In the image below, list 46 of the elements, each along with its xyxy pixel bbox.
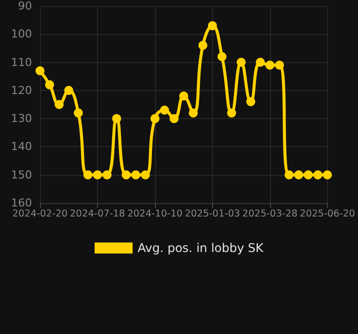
point	[45, 80, 54, 90]
x-tick-label: 2025-01-03	[184, 208, 240, 220]
y-tick-label: 90	[18, 0, 32, 12]
x-tick-label: 2024-07-18	[70, 208, 126, 220]
point	[313, 170, 322, 180]
legend-label: Avg. pos. in lobby SK	[138, 241, 265, 255]
point	[170, 114, 179, 124]
point	[160, 106, 170, 115]
point	[179, 92, 188, 101]
point	[236, 58, 246, 67]
point	[265, 60, 274, 70]
point	[102, 170, 112, 180]
point	[322, 170, 332, 180]
x-tick-label: 2025-03-28	[242, 208, 298, 220]
x-tick-label: 2024-10-10	[127, 208, 183, 220]
y-tick-label: 160	[11, 196, 32, 210]
point	[150, 114, 160, 124]
point	[64, 86, 74, 95]
point	[122, 170, 131, 180]
point	[74, 108, 83, 118]
point	[92, 170, 102, 180]
x-tick-label: 2025-06-20	[300, 208, 356, 220]
point	[218, 52, 227, 62]
point	[83, 170, 92, 180]
point	[227, 108, 236, 118]
point	[131, 170, 140, 180]
y-tick-label: 110	[11, 56, 32, 69]
point	[140, 170, 150, 180]
point	[54, 100, 64, 109]
y-tick-label: 150	[11, 168, 32, 182]
point	[304, 170, 313, 180]
y-tick-label: 100	[11, 28, 32, 41]
point	[294, 170, 304, 180]
point	[275, 60, 284, 70]
point	[208, 21, 217, 30]
x-tick-label: 2024-02-20	[12, 208, 68, 220]
point	[36, 66, 44, 76]
y-tick-label: 130	[11, 112, 32, 126]
point	[256, 58, 265, 67]
point	[284, 170, 294, 180]
y-tick-label: 140	[11, 140, 32, 154]
point	[246, 97, 256, 106]
point	[112, 114, 122, 124]
point	[198, 40, 208, 50]
y-tick-label: 120	[11, 84, 32, 97]
point	[188, 108, 198, 118]
